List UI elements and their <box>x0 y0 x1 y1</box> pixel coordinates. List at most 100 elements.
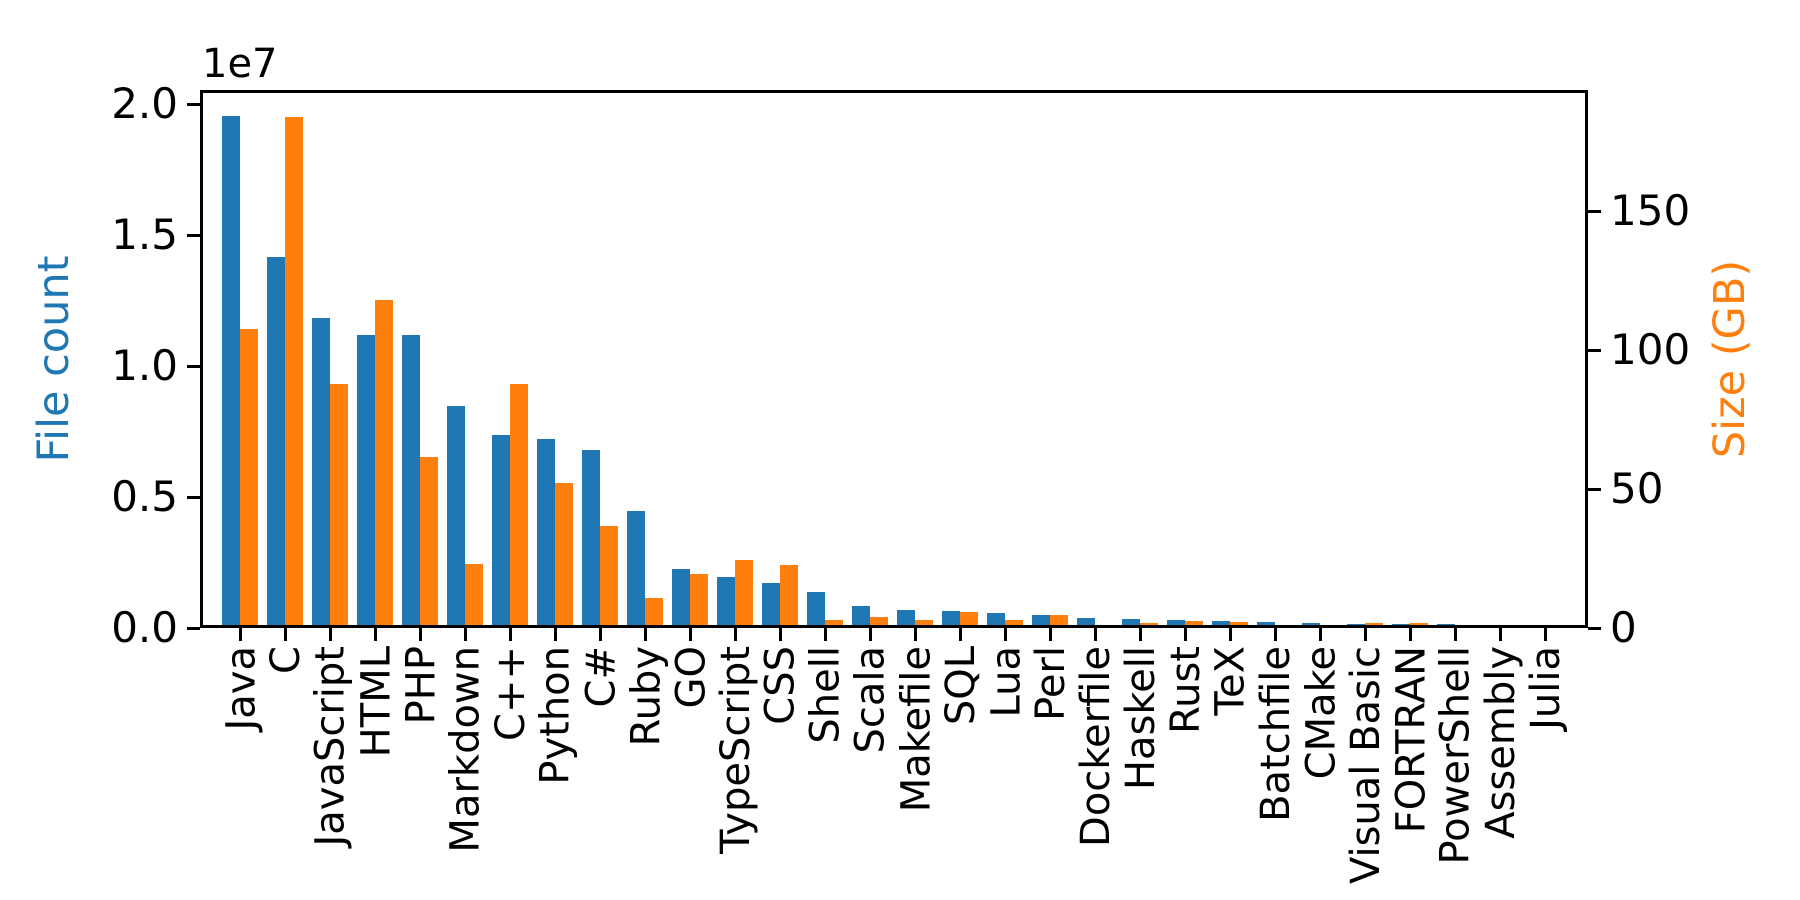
x-tick-label-text: Ruby <box>623 646 669 747</box>
x-tick <box>554 628 557 641</box>
bar-size-gb-css <box>780 565 798 628</box>
x-tick-label-text: Assembly <box>1478 646 1524 839</box>
x-tick <box>689 628 692 641</box>
left-y-tick-label: 0.5 <box>111 472 178 521</box>
left-y-tick <box>187 496 200 499</box>
left-y-tick-label: 2.0 <box>111 79 178 128</box>
right-y-tick <box>1588 210 1601 213</box>
bar-file-count-lua <box>987 613 1005 628</box>
right-y-tick-label: 100 <box>1610 325 1691 374</box>
bar-file-count-dockerfile <box>1077 618 1095 628</box>
x-tick-label-text: C <box>263 646 309 674</box>
bar-file-count-php <box>402 335 420 628</box>
bar-file-count-python <box>537 439 555 628</box>
x-tick <box>464 628 467 641</box>
bar-size-gb-html <box>375 300 393 628</box>
left-y-tick-label: 1.5 <box>111 210 178 259</box>
bar-file-count-typescript <box>717 577 735 628</box>
x-tick <box>419 628 422 641</box>
x-tick-label-text: Haskell <box>1118 646 1164 791</box>
x-tick <box>1319 628 1322 641</box>
x-tick-label-text: TeX <box>1208 646 1254 716</box>
bar-size-gb-ruby <box>645 598 663 628</box>
x-tick <box>599 628 602 641</box>
bar-file-count-c <box>267 257 285 628</box>
left-y-tick <box>187 627 200 630</box>
plot-area <box>200 90 1588 628</box>
x-tick <box>284 628 287 641</box>
x-tick-label-text: Rust <box>1163 646 1209 734</box>
bar-file-count-go <box>672 569 690 628</box>
right-y-tick <box>1588 627 1601 630</box>
bar-file-count-html <box>357 335 375 628</box>
x-tick <box>869 628 872 641</box>
x-tick-label-text: JavaScript <box>308 646 354 847</box>
x-tick-label-text: Batchfile <box>1253 646 1299 822</box>
x-tick <box>1364 628 1367 641</box>
bar-size-gb-java <box>240 329 258 628</box>
bar-file-count-makefile <box>897 610 915 628</box>
y-axis-offset-text: 1e7 <box>202 41 278 87</box>
bar-size-gb-csharp <box>600 526 618 628</box>
right-y-tick <box>1588 349 1601 352</box>
x-tick-label-text: PHP <box>398 646 444 725</box>
x-tick-label-text: Visual Basic <box>1343 646 1389 885</box>
right-y-tick <box>1588 488 1601 491</box>
bar-size-gb-php <box>420 457 438 628</box>
x-tick-label-text: Scala <box>848 646 894 754</box>
x-tick-label-text: Shell <box>803 646 849 744</box>
bar-size-gb-scala <box>870 617 888 628</box>
bar-file-count-ruby <box>627 511 645 628</box>
x-tick-label-text: FORTRAN <box>1388 646 1434 834</box>
right-y-axis-label: Size (GB) <box>1705 259 1755 459</box>
x-tick-label-text: GO <box>668 646 714 709</box>
x-tick-label-text: Python <box>533 646 579 785</box>
bar-file-count-rust <box>1167 620 1185 628</box>
bars-layer <box>200 90 1588 628</box>
bar-size-gb-python <box>555 483 573 628</box>
x-tick <box>824 628 827 641</box>
x-tick-label-text: PowerShell <box>1433 646 1479 865</box>
bar-file-count-haskell <box>1122 619 1140 628</box>
x-tick-label-text: Dockerfile <box>1073 646 1119 847</box>
x-tick <box>1184 628 1187 641</box>
bar-size-gb-lua <box>1005 620 1023 628</box>
left-y-tick <box>187 103 200 106</box>
x-tick <box>1004 628 1007 641</box>
x-tick <box>1049 628 1052 641</box>
x-tick <box>914 628 917 641</box>
x-tick <box>1274 628 1277 641</box>
x-tick <box>959 628 962 641</box>
x-tick <box>1499 628 1502 641</box>
bar-file-count-cplusplus <box>492 435 510 628</box>
bar-file-count-perl <box>1032 615 1050 628</box>
bar-size-gb-typescript <box>735 560 753 628</box>
x-tick-label-text: Perl <box>1028 646 1074 721</box>
x-tick <box>329 628 332 641</box>
x-tick <box>779 628 782 641</box>
bar-file-count-tex <box>1212 621 1230 628</box>
bar-size-gb-javascript <box>330 384 348 628</box>
x-tick <box>1409 628 1412 641</box>
bar-size-gb-markdown <box>465 564 483 628</box>
bar-file-count-csharp <box>582 450 600 628</box>
bar-size-gb-shell <box>825 620 843 628</box>
x-tick-label-text: SQL <box>938 646 984 726</box>
bar-size-gb-sql <box>960 612 978 628</box>
x-tick-label-text: Lua <box>983 646 1029 718</box>
x-tick <box>1229 628 1232 641</box>
bar-size-gb-perl <box>1050 615 1068 628</box>
x-tick <box>1094 628 1097 641</box>
x-tick-label-text: CSS <box>758 646 804 725</box>
left-y-tick-label: 1.0 <box>111 341 178 390</box>
x-tick-label-text: C# <box>578 646 624 708</box>
x-tick <box>1139 628 1142 641</box>
bar-file-count-shell <box>807 592 825 628</box>
bar-file-count-javascript <box>312 318 330 628</box>
x-tick <box>374 628 377 641</box>
bar-file-count-scala <box>852 606 870 628</box>
x-tick-label-text: Java <box>218 646 264 731</box>
right-y-tick-label: 0 <box>1610 603 1637 652</box>
x-tick <box>509 628 512 641</box>
